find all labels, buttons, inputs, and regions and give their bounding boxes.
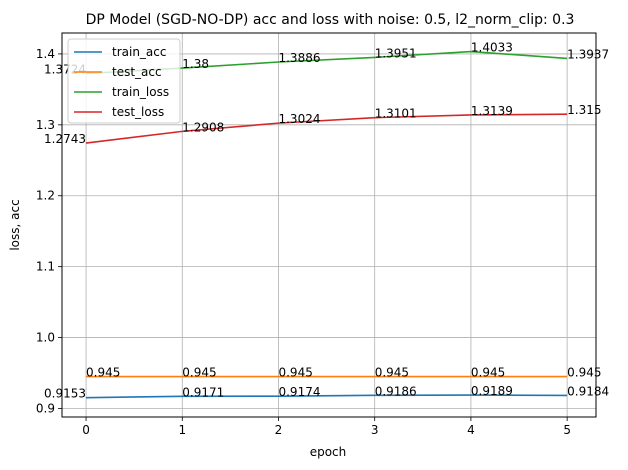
x-tick-label: 3 [371,423,379,437]
y-tick-label: 1.4 [36,47,55,61]
legend-label: test_loss [112,105,164,119]
data-label: 1.3951 [375,46,417,60]
data-label: 1.2743 [44,132,86,146]
y-tick-label: 1.0 [36,331,55,345]
x-tick-label: 2 [275,423,283,437]
series-lines [85,50,568,399]
data-label: 0.945 [278,366,312,380]
data-label: 1.315 [567,103,601,117]
data-label: 1.2908 [182,120,224,134]
y-tick-label: 1.2 [36,189,55,203]
data-label: 0.945 [182,366,216,380]
data-label: 1.3101 [375,107,417,121]
data-label: 1.3024 [278,112,320,126]
series-line-test_loss [85,113,568,144]
x-tick-label: 0 [82,423,90,437]
legend-label: train_loss [112,85,169,99]
data-label: 0.9153 [44,387,86,401]
data-label: 1.3139 [471,104,513,118]
data-label: 1.4033 [471,41,513,55]
x-tick-label: 5 [563,423,571,437]
series-line-train_acc [86,394,568,399]
y-axis-ticks: 0.9 1.0 1.1 1.2 1.3 1.4 [36,47,62,415]
y-axis-label: loss, acc [8,199,22,250]
data-label: 1.3937 [567,47,609,61]
data-label: 1.38 [182,57,209,71]
data-labels: 0.9153 0.9171 0.9174 0.9186 0.9189 0.9184 0.94… [44,41,609,401]
legend: train_acc test_acc train_loss test_loss [67,38,181,124]
data-label: 0.9186 [375,384,417,398]
y-tick-label: 1.3 [36,118,55,132]
chart-title: DP Model (SGD-NO-DP) acc and loss with n… [86,12,575,28]
data-label: 0.945 [471,366,505,380]
data-label: 0.945 [567,366,601,380]
data-label: 0.945 [86,366,120,380]
data-label: 1.3886 [278,51,320,65]
data-label: 0.9174 [278,385,320,399]
y-tick-label: 0.9 [36,401,55,415]
y-tick-label: 1.1 [36,260,55,274]
x-tick-label: 1 [178,423,186,437]
x-axis-ticks: 0 1 2 3 4 5 [82,417,571,437]
data-label: 0.9189 [471,384,513,398]
data-label: 0.945 [375,366,409,380]
data-label: 0.9184 [567,384,609,398]
data-label: 0.9171 [182,385,224,399]
legend-box [67,38,181,124]
plot-frame [61,32,597,418]
x-tick-label: 4 [467,423,475,437]
legend-label: train_acc [112,45,166,59]
legend-label: test_acc [112,65,162,79]
x-axis-label: epoch [310,445,347,459]
